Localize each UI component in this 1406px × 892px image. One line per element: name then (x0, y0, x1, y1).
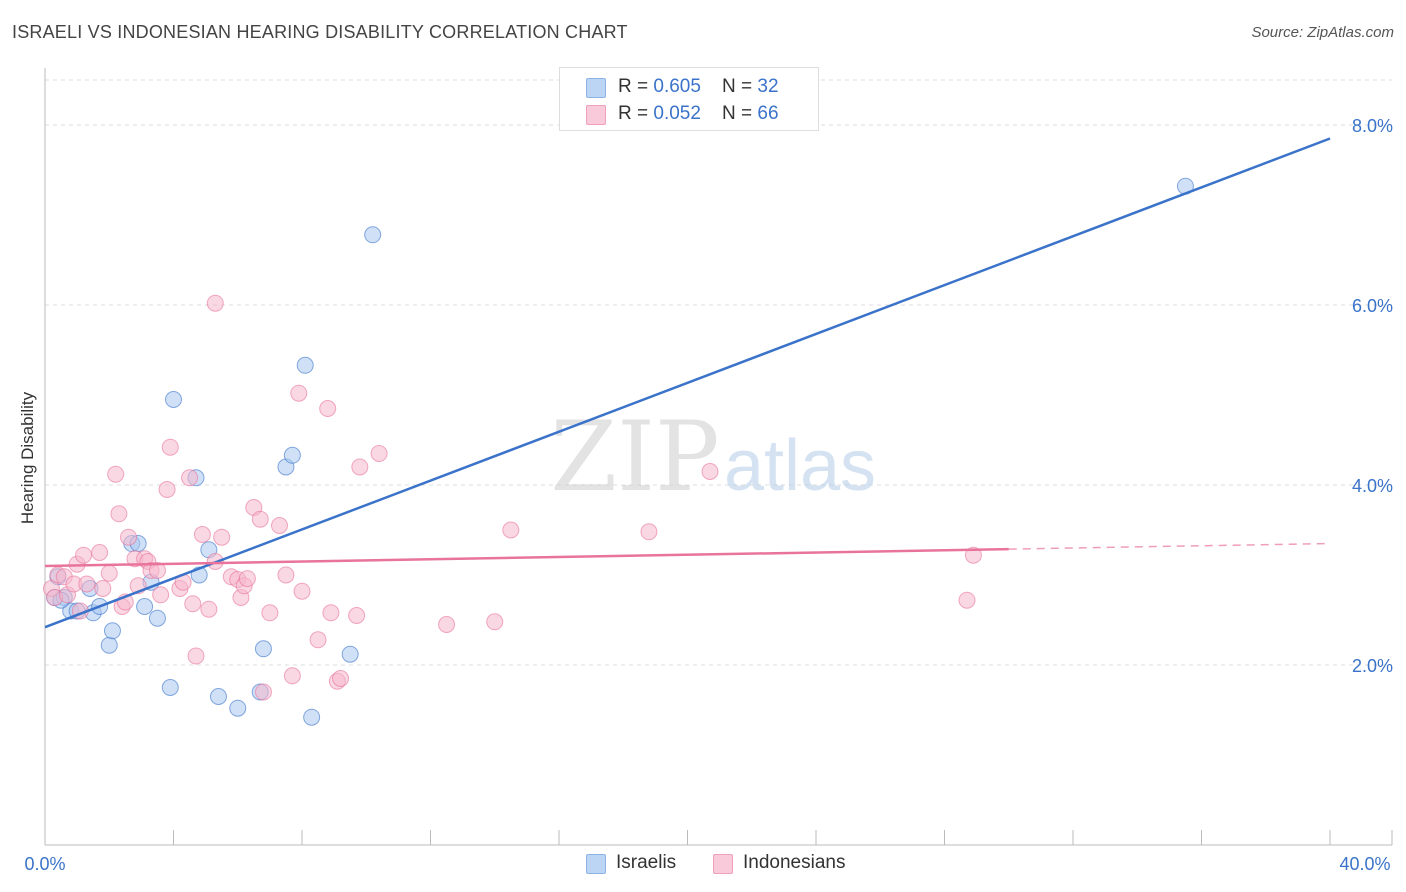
y-axis-label: Hearing Disability (18, 391, 37, 525)
indonesians-trend-line-extension (1008, 542, 1331, 550)
indonesians-point (254, 683, 272, 701)
indonesians-point (78, 575, 96, 593)
legend-swatch-indonesians (586, 105, 606, 125)
watermark-atlas: atlas (724, 426, 876, 506)
indonesians-point (277, 566, 295, 584)
legend-n-label: N = (722, 103, 758, 124)
israelis-point (364, 226, 382, 244)
israelis-point (209, 688, 227, 705)
israelis-point (254, 640, 272, 658)
israelis-point (229, 699, 247, 717)
y-tick-label: 6.0% (1352, 296, 1393, 316)
legend-label-israelis: Israelis (616, 852, 677, 873)
y-tick-label: 8.0% (1352, 116, 1393, 136)
indonesians-point (181, 469, 199, 487)
indonesians-point (640, 523, 658, 541)
indonesians-point (290, 384, 308, 402)
indonesians-point (964, 546, 982, 564)
y-tick-label: 4.0% (1352, 476, 1393, 496)
x-tick-label: 40.0% (1339, 854, 1390, 874)
indonesians-point (158, 481, 176, 498)
indonesians-point (238, 570, 256, 588)
indonesians-point (94, 580, 112, 597)
legend-r-value: 0.605 (653, 76, 701, 97)
israelis-point (303, 708, 321, 726)
indonesians-point (283, 667, 301, 685)
indonesians-point (206, 294, 224, 312)
legend-swatch-israelis (586, 854, 606, 874)
indonesians-point (148, 562, 166, 579)
indonesians-point (193, 526, 211, 543)
israelis-point (165, 391, 182, 408)
indonesians-point (161, 438, 179, 456)
israelis-point (341, 645, 359, 663)
legend-swatch-indonesians (713, 854, 733, 874)
indonesians-point (213, 528, 231, 546)
indonesians-point (200, 600, 218, 618)
israelis-trend-line (44, 137, 1331, 629)
legend-n-label: N = (722, 76, 758, 97)
trend-lines (44, 137, 1331, 629)
israelis-point (100, 636, 118, 654)
axes (44, 68, 1393, 846)
chart-title: ISRAELI VS INDONESIAN HEARING DISABILITY… (12, 22, 628, 42)
watermark-zip: ZIP (550, 401, 719, 513)
israelis-point (136, 598, 154, 615)
indonesians-point (502, 521, 520, 539)
indonesians-point (251, 510, 269, 528)
israelis-point (161, 679, 179, 696)
indonesians-point (152, 586, 170, 604)
indonesians-point (261, 604, 279, 622)
israelis-point (296, 356, 314, 374)
israelis-point (283, 446, 301, 464)
indonesians-point (332, 670, 350, 687)
indonesians-point (187, 647, 205, 665)
israelis-point (148, 609, 166, 627)
chart-source: Source: ZipAtlas.com (1251, 24, 1394, 41)
indonesians-point (293, 582, 311, 600)
stats-legend: R = 0.605 N = 32 R = 0.052 N = 66 (559, 67, 819, 131)
indonesians-point (309, 631, 327, 649)
x-tick-label: 0.0% (24, 854, 65, 874)
indonesians-point (958, 591, 976, 609)
indonesians-point (120, 528, 138, 546)
indonesians-point (100, 564, 118, 582)
tick-labels: 2.0% 4.0% 6.0% 8.0% 0.0% 40.0% (24, 116, 1393, 874)
indonesians-point (75, 546, 93, 564)
data-points (42, 177, 1194, 726)
indonesians-point (184, 595, 202, 613)
legend-n-value: 32 (757, 76, 779, 97)
legend-swatch-israelis (586, 78, 606, 98)
legend-r-label: R = (618, 103, 654, 124)
legend-r-value: 0.052 (653, 103, 701, 124)
legend-n-value: 66 (757, 103, 779, 124)
y-tick-label: 2.0% (1352, 656, 1393, 676)
indonesians-point (370, 445, 388, 462)
indonesians-point (351, 458, 369, 476)
israelis-point (103, 622, 121, 640)
legend-r-label: R = (618, 76, 654, 97)
indonesians-point (319, 400, 337, 417)
legend-label-indonesians: Indonesians (743, 852, 846, 873)
indonesians-point (486, 613, 504, 631)
indonesians-point (348, 607, 366, 624)
indonesians-point (322, 604, 340, 622)
indonesians-point (110, 505, 128, 523)
indonesians-point (91, 544, 109, 561)
watermark: ZIP atlas (550, 401, 876, 513)
indonesians-point (701, 463, 719, 480)
indonesians-trend-line (44, 547, 1009, 568)
indonesians-point (438, 616, 456, 633)
indonesians-point (107, 465, 125, 483)
indonesians-point (271, 517, 289, 534)
